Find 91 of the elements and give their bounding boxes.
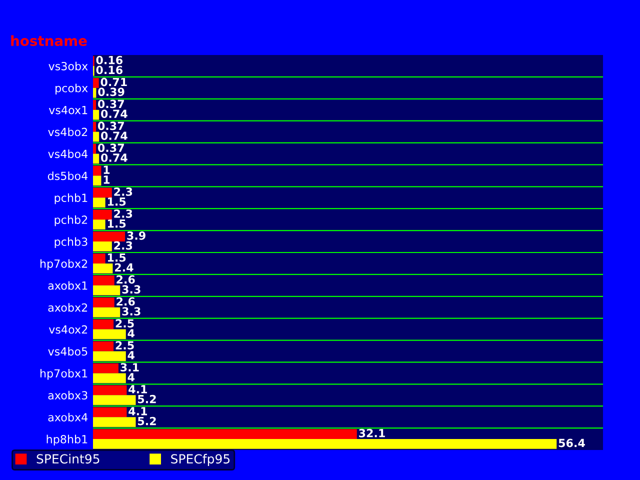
bar [93, 132, 100, 142]
data-label: 2.3 [114, 188, 132, 196]
data-label: 0.37 [98, 100, 124, 108]
legend-label: SPECint95 [36, 454, 100, 464]
data-label: 0.74 [101, 154, 128, 162]
y-tick-label: pcobx [56, 84, 88, 94]
y-tick-label: axobx4 [48, 412, 88, 422]
bar [93, 232, 126, 242]
data-label: 0.74 [101, 132, 128, 140]
bar [93, 210, 112, 220]
data-label: 4 [128, 329, 134, 338]
y-axis-title: hostname [11, 35, 87, 46]
data-label: 3.3 [122, 285, 140, 294]
y-tick-label: axobx2 [48, 303, 88, 312]
data-label: 5.2 [138, 416, 156, 426]
y-tick-label: hp7obx2 [40, 259, 88, 270]
legend-label: SPECfp95 [171, 454, 230, 466]
data-label: 5.2 [138, 394, 156, 404]
y-tick-label: vs4ox1 [48, 106, 88, 114]
bar [93, 242, 112, 252]
bar [93, 385, 127, 396]
data-label: 4.1 [128, 407, 148, 416]
bar [93, 88, 96, 98]
bar [93, 198, 106, 208]
data-label: 2.5 [116, 319, 134, 328]
data-label: 2.6 [116, 275, 135, 284]
y-tick-label: ds5bo4 [48, 171, 88, 180]
bar [93, 276, 114, 286]
bar [93, 307, 120, 318]
y-tick-label: axobx1 [48, 281, 88, 290]
bar [93, 263, 113, 274]
data-label: 32.1 [359, 428, 385, 438]
y-tick-label: axobx3 [48, 390, 88, 400]
bar [93, 363, 118, 374]
bar [93, 78, 99, 88]
data-label: 1.5 [108, 219, 126, 228]
data-label: 2.3 [114, 241, 132, 250]
data-label: 3.1 [120, 363, 139, 372]
y-tick-label: vs3obx [48, 62, 88, 70]
data-label: 1 [104, 166, 110, 174]
data-label: 0.16 [96, 66, 123, 74]
bar [93, 319, 114, 330]
bar [93, 176, 102, 186]
data-label: 2.4 [114, 263, 134, 272]
bar [93, 439, 557, 449]
bar [93, 417, 136, 427]
data-label: 2.6 [116, 297, 135, 306]
data-label: 0.37 [98, 122, 124, 130]
y-tick-label: pchb3 [54, 237, 88, 248]
bar [93, 254, 106, 264]
bar [93, 297, 114, 308]
y-tick-label: vs4bo5 [48, 347, 88, 356]
data-label: 3.9 [127, 231, 146, 240]
data-label: 4.1 [128, 385, 148, 394]
bar [93, 407, 127, 418]
bar [93, 154, 100, 164]
bar [93, 351, 126, 362]
bar [93, 429, 357, 440]
data-label: 0.16 [96, 56, 123, 64]
y-tick-label: hp7obx1 [40, 368, 88, 380]
bar [93, 122, 96, 132]
y-tick-label: pchb1 [54, 193, 88, 204]
bar [93, 100, 96, 110]
bar [93, 166, 102, 176]
data-label: 0.71 [100, 78, 127, 86]
bar [93, 285, 120, 296]
bar [93, 395, 136, 406]
data-label: 2.5 [116, 341, 134, 350]
data-label: 0.74 [101, 110, 128, 118]
data-label: 0.39 [98, 88, 124, 96]
bar [93, 220, 106, 230]
bar [93, 373, 126, 384]
data-label: 1.5 [108, 198, 126, 206]
data-label: 56.4 [558, 438, 585, 448]
y-tick-label: pchb2 [54, 215, 88, 226]
y-tick-label: vs4bo2 [48, 128, 88, 136]
bar [93, 188, 112, 198]
y-tick-label: vs4bo4 [48, 150, 88, 158]
data-label: 0.37 [98, 144, 124, 152]
data-label: 4 [128, 351, 134, 360]
data-label: 1.5 [108, 254, 126, 262]
data-label: 2.3 [114, 209, 132, 218]
bar [93, 329, 126, 340]
bar [93, 110, 100, 120]
bar [93, 341, 114, 352]
bar [93, 144, 96, 154]
data-label: 3.3 [122, 307, 140, 316]
y-tick-label: vs4ox2 [48, 325, 88, 334]
y-tick-label: hp8hb1 [46, 434, 88, 446]
data-label: 4 [128, 373, 134, 382]
data-label: 1 [104, 176, 110, 184]
